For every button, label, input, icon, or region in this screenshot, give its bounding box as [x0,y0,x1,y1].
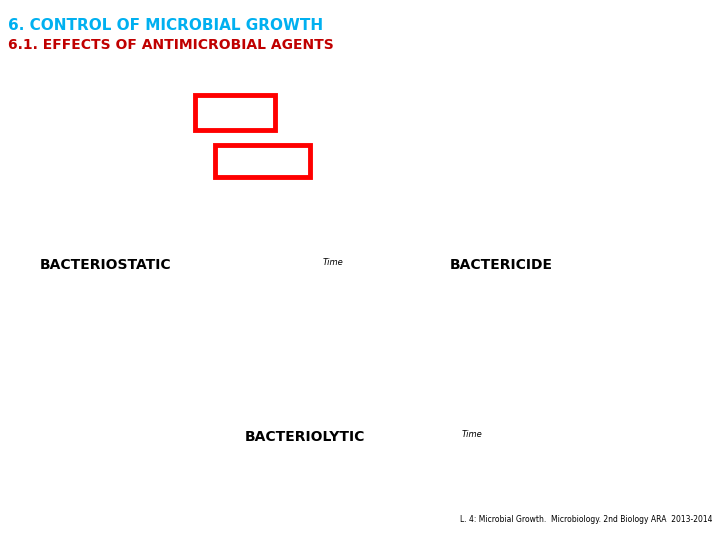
Text: Time: Time [323,258,343,267]
Bar [215,145,310,177]
Text: Time: Time [462,430,482,439]
Text: BACTERIOSTATIC: BACTERIOSTATIC [40,258,171,272]
Text: BACTERICIDE: BACTERICIDE [450,258,553,272]
Text: 6.1. EFFECTS OF ANTIMICROBIAL AGENTS: 6.1. EFFECTS OF ANTIMICROBIAL AGENTS [8,38,334,52]
Text: L. 4: Microbial Growth.  Microbiology. 2nd Biology ARA  2013-2014: L. 4: Microbial Growth. Microbiology. 2n… [460,515,713,524]
Text: 6. CONTROL OF MICROBIAL GROWTH: 6. CONTROL OF MICROBIAL GROWTH [8,18,323,33]
Text: BACTERIOLYTIC: BACTERIOLYTIC [245,430,365,444]
Bar [195,95,275,130]
